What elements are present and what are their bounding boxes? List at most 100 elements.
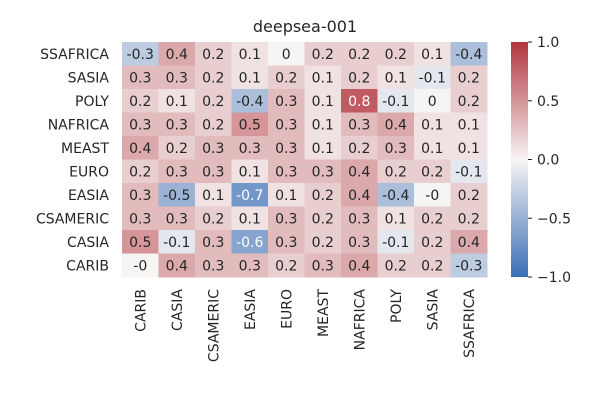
x-tick-label: EASIA <box>243 289 259 330</box>
y-axis-tick-labels: SSAFRICA SASIA POLY NAFRICA MEAST EURO EASIA CS… <box>36 47 109 275</box>
cell-value-label: 0.1 <box>239 70 261 86</box>
cell-value-label: 0.2 <box>312 235 334 251</box>
cell-value-label: 0.4 <box>166 258 188 274</box>
cell-value-label: -0.5 <box>163 188 190 204</box>
heatmap-cell <box>268 230 305 254</box>
heatmap-cell <box>122 159 159 184</box>
cell-value-label: 0.2 <box>202 94 224 110</box>
heatmap-cell <box>377 42 415 66</box>
heatmap-cell <box>304 230 342 254</box>
heatmap-cell <box>341 65 378 90</box>
y-tick-label: EASIA <box>68 188 109 204</box>
heatmap-cell <box>450 136 488 160</box>
cell-value-label: 0.3 <box>275 141 297 157</box>
colorbar-ticks: 1.0 0.5 0.0 −0.5 −1.0 <box>528 35 571 286</box>
cell-value-label: 0.3 <box>312 164 334 180</box>
cell-value-label: 0.1 <box>458 117 480 133</box>
x-tick-label: EURO <box>279 289 295 329</box>
cell-value-label: 0.1 <box>312 141 334 157</box>
cell-value-label: 0.1 <box>166 94 188 110</box>
cell-value-label: 0.1 <box>312 70 334 86</box>
cell-value-label: 0.1 <box>421 141 443 157</box>
cell-value-label: 0.5 <box>239 117 261 133</box>
cell-value-label: 0.2 <box>312 47 334 63</box>
heatmap-cell <box>341 112 378 137</box>
heatmap-cell <box>414 89 451 113</box>
heatmap-cell <box>377 112 415 137</box>
heatmap-cell <box>414 183 451 207</box>
cell-value-label: 0.2 <box>166 141 188 157</box>
heatmap-cell <box>122 183 159 207</box>
heatmap-cell <box>414 112 451 137</box>
heatmap-cell <box>231 206 269 231</box>
cell-value-label: 0.3 <box>129 117 151 133</box>
heatmap-cell <box>304 89 342 113</box>
cell-value-label: 0.3 <box>129 211 151 227</box>
cell-value-label: 0.3 <box>202 235 224 251</box>
heatmap-annotations: -0.3 0.4 0.2 0.1 0 0.2 0.2 0.2 0.1 -0.4 0.3 0.3 0.2 0… <box>127 47 483 275</box>
heatmap-cell <box>304 183 342 207</box>
heatmap-cell <box>231 42 269 66</box>
heatmap-cell <box>158 42 196 66</box>
heatmap-cell <box>122 89 159 113</box>
heatmap-cell <box>195 112 232 137</box>
cell-value-label: 0.3 <box>239 258 261 274</box>
heatmap-cell <box>341 42 378 66</box>
cell-value-label: 0.8 <box>348 94 370 110</box>
cell-value-label: 0.4 <box>458 235 480 251</box>
heatmap-cell <box>414 206 451 231</box>
heatmap-cell <box>195 253 232 278</box>
cell-value-label: -0.4 <box>455 47 482 63</box>
heatmap-cell <box>377 65 415 90</box>
cell-value-label: 0.3 <box>166 117 188 133</box>
cell-value-label: 0.3 <box>275 117 297 133</box>
heatmap-cell <box>195 159 232 184</box>
cell-value-label: 0.3 <box>129 70 151 86</box>
heatmap-cell <box>231 136 269 160</box>
cell-value-label: 0.3 <box>275 211 297 227</box>
x-tick-label: CASIA <box>170 289 186 331</box>
heatmap-cell <box>231 159 269 184</box>
colorbar-tick-label: 0.5 <box>537 94 559 110</box>
heatmap-cell <box>414 42 451 66</box>
heatmap-cell <box>158 206 196 231</box>
cell-value-label: 0.1 <box>385 70 407 86</box>
colorbar-tick-label: −0.5 <box>537 211 571 227</box>
y-tick-label: SASIA <box>68 70 110 86</box>
x-tick-label: MEAST <box>316 289 332 337</box>
cell-value-label: 0.1 <box>312 94 334 110</box>
colorbar-tick-label: −1.0 <box>537 270 571 286</box>
heatmap-cell <box>158 65 196 90</box>
y-tick-label: SSAFRICA <box>40 47 109 63</box>
heatmap-cell <box>341 89 378 113</box>
heatmap-cell <box>158 230 196 254</box>
heatmap-cell <box>231 183 269 207</box>
cell-value-label: 0.3 <box>275 94 297 110</box>
cell-value-label: -0.6 <box>236 235 263 251</box>
heatmap-cell <box>377 230 415 254</box>
heatmap-cell <box>414 136 451 160</box>
cell-value-label: 0.5 <box>129 235 151 251</box>
heatmap-cell <box>268 183 305 207</box>
heatmap-cell <box>268 42 305 66</box>
cell-value-label: 0.2 <box>421 258 443 274</box>
cell-value-label: 0.3 <box>348 117 370 133</box>
heatmap-cell <box>450 112 488 137</box>
heatmap-cell <box>377 136 415 160</box>
cell-value-label: 0.3 <box>348 235 370 251</box>
heatmap-cell <box>341 159 378 184</box>
cell-value-label: 0.3 <box>129 188 151 204</box>
heatmap-cell <box>268 136 305 160</box>
heatmap-cell <box>377 183 415 207</box>
cell-value-label: 0.3 <box>239 141 261 157</box>
x-tick-label: SSAFRICA <box>462 289 478 358</box>
cell-value-label: 0.1 <box>421 47 443 63</box>
cell-value-label: 0.2 <box>421 211 443 227</box>
y-tick-label: CARIB <box>66 258 109 274</box>
y-tick-label: CASIA <box>67 235 109 251</box>
cell-value-label: 0.4 <box>129 141 151 157</box>
cell-value-label: 0.3 <box>202 258 224 274</box>
cell-value-label: 0.3 <box>385 141 407 157</box>
cell-value-label: -0.4 <box>236 94 263 110</box>
heatmap-cell <box>377 159 415 184</box>
